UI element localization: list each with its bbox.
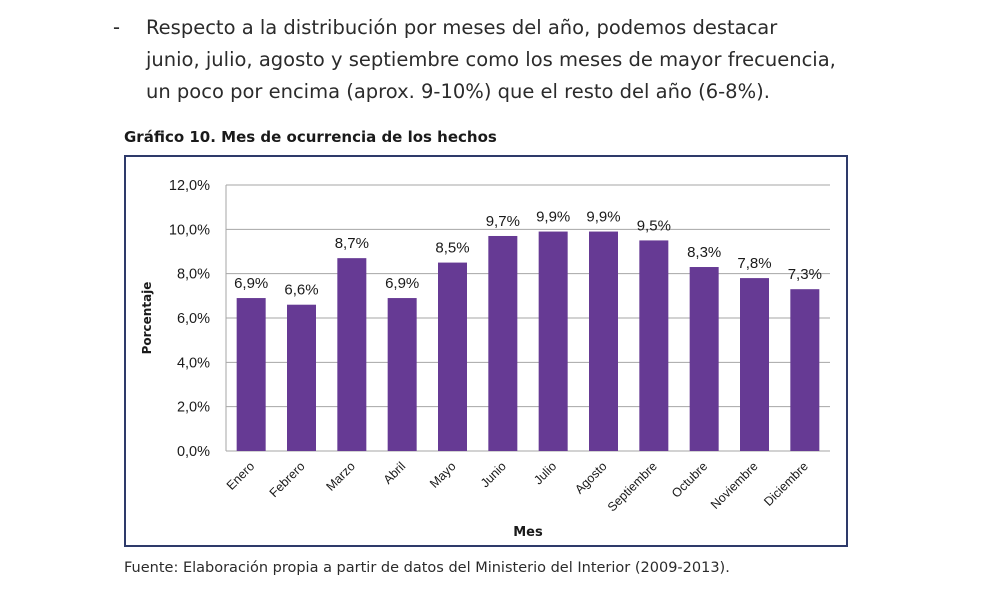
value-label: 9,7% bbox=[486, 213, 520, 230]
value-label: 6,9% bbox=[234, 275, 268, 292]
y-tick-label: 12,0% bbox=[169, 178, 210, 194]
intro-line-1: Respecto a la distribución por meses del… bbox=[146, 16, 778, 39]
bar-febrero bbox=[287, 304, 316, 451]
figure-caption: Gráfico 10. Mes de ocurrencia de los hec… bbox=[124, 128, 497, 146]
bars bbox=[236, 231, 820, 451]
source-note: Fuente: Elaboración propia a partir de d… bbox=[124, 560, 730, 576]
value-label: 9,9% bbox=[586, 209, 620, 226]
bullet-dash: - bbox=[113, 16, 120, 39]
value-labels: 6,9% 6,6% 8,7% 6,9% 8,5% 9,7% 9,9% 9,9% 9,5% 8,3%… bbox=[234, 209, 822, 299]
value-label: 6,9% bbox=[385, 275, 419, 292]
y-tick-label: 4,0% bbox=[177, 355, 210, 371]
value-label: 8,5% bbox=[435, 240, 469, 257]
x-tick-label: Septiembre bbox=[605, 459, 660, 514]
value-label: 9,9% bbox=[536, 209, 570, 226]
bar-junio bbox=[488, 235, 518, 451]
y-tick-label: 0,0% bbox=[177, 444, 210, 460]
value-label: 7,8% bbox=[737, 255, 771, 272]
intro-paragraph: Respecto a la distribución por meses del… bbox=[146, 12, 906, 108]
bar-abril bbox=[387, 298, 417, 451]
x-tick-label: Enero bbox=[224, 459, 258, 493]
chart-frame bbox=[124, 155, 848, 547]
x-tick-labels: Enero Febrero Marzo Abril Mayo Junio Julio Agos… bbox=[224, 459, 811, 514]
x-tick-label: Julio bbox=[531, 459, 559, 487]
value-label: 9,5% bbox=[637, 217, 671, 234]
value-label: 8,3% bbox=[687, 244, 721, 261]
bar-enero bbox=[236, 298, 266, 451]
bar-septiembre bbox=[639, 240, 669, 451]
intro-line-3: un poco por encima (aprox. 9-10%) que el… bbox=[146, 80, 770, 103]
y-axis-label: Porcentaje bbox=[140, 282, 154, 355]
x-tick-label: Junio bbox=[478, 459, 509, 490]
y-tick-label: 8,0% bbox=[177, 267, 210, 283]
x-axis-label: Mes bbox=[513, 525, 543, 540]
x-tick-label: Marzo bbox=[323, 459, 357, 493]
x-tick-label: Mayo bbox=[427, 459, 459, 491]
x-tick-label: Noviembre bbox=[708, 459, 761, 512]
x-tick-label: Octubre bbox=[669, 459, 710, 500]
value-label: 8,7% bbox=[335, 235, 369, 252]
bar-agosto bbox=[589, 231, 618, 451]
gridlines bbox=[225, 184, 830, 452]
y-tick-label: 6,0% bbox=[177, 311, 210, 327]
bar-noviembre bbox=[740, 278, 769, 451]
bar-marzo bbox=[337, 258, 367, 451]
value-label: 7,3% bbox=[788, 266, 822, 283]
x-tick-label: Abril bbox=[381, 459, 409, 487]
bar-mayo bbox=[438, 262, 467, 451]
y-tick-label: 10,0% bbox=[169, 222, 210, 238]
bar-diciembre bbox=[790, 289, 820, 451]
y-tick-labels: 0,0% 2,0% 4,0% 6,0% 8,0% 10,0% 12,0% bbox=[169, 178, 210, 460]
bar-julio bbox=[538, 231, 568, 451]
value-label: 6,6% bbox=[284, 282, 318, 299]
x-tick-label: Agosto bbox=[572, 459, 609, 496]
bar-octubre bbox=[689, 267, 719, 451]
x-tick-label: Diciembre bbox=[761, 459, 811, 509]
x-tick-label: Febrero bbox=[267, 459, 308, 500]
intro-line-2: junio, julio, agosto y septiembre como l… bbox=[146, 48, 836, 71]
y-tick-label: 2,0% bbox=[177, 400, 210, 416]
